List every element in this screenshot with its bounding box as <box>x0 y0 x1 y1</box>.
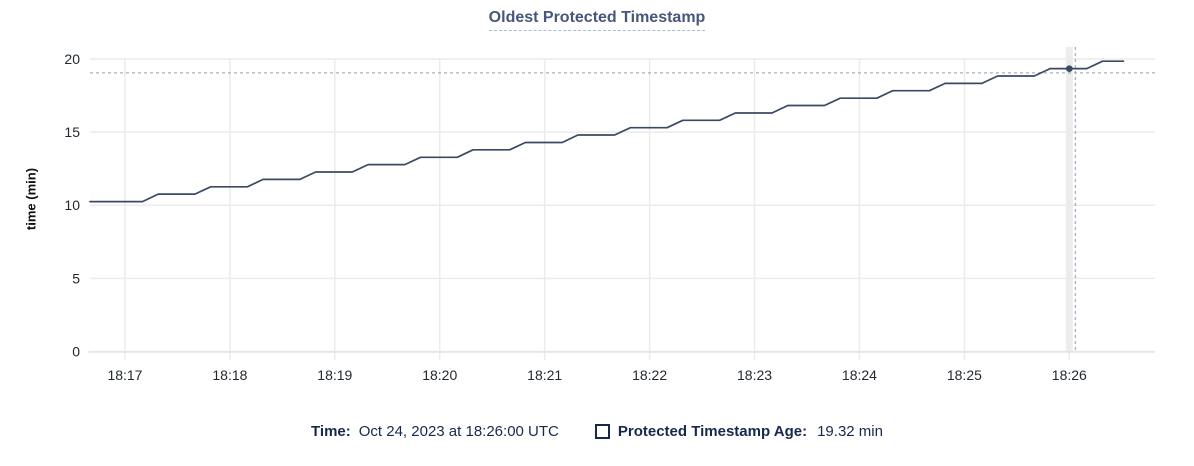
series-checkbox[interactable] <box>594 424 610 439</box>
hovered-data-point-marker <box>1066 65 1073 72</box>
x-tick-label: 18:26 <box>1052 367 1087 383</box>
hover-legend: Time: Oct 24, 2023 at 18:26:00 UTC Prote… <box>0 423 1194 440</box>
x-tick-label: 18:20 <box>422 367 457 383</box>
legend-time-label: Time: <box>311 423 351 440</box>
y-tick-label: 15 <box>64 124 80 140</box>
chart-title[interactable]: Oldest Protected Timestamp <box>488 9 706 31</box>
x-axis-tick-labels: 18:17 18:18 18:19 18:20 18:21 18:22 18:23 18:24… <box>107 367 1087 383</box>
x-tick-label: 18:22 <box>632 367 667 383</box>
legend-series-value: 19.32 min <box>817 423 883 440</box>
x-tick-label: 18:25 <box>947 367 982 383</box>
legend-series-label: Protected Timestamp Age: <box>617 423 808 440</box>
series-line-protected-timestamp-age <box>89 60 1125 203</box>
x-tick-label: 18:24 <box>842 367 877 383</box>
x-tick-label: 18:18 <box>212 367 247 383</box>
y-axis-tick-labels: 0 5 10 15 20 <box>64 51 80 360</box>
chart-canvas[interactable]: 18:17 18:18 18:19 18:20 18:21 18:22 18:23 18:24… <box>0 0 1194 400</box>
x-tick-label: 18:23 <box>737 367 772 383</box>
legend-time-value: Oct 24, 2023 at 18:26:00 UTC <box>358 423 559 440</box>
y-tick-label: 5 <box>72 270 80 286</box>
y-tick-label: 10 <box>64 197 80 213</box>
x-tick-label: 18:17 <box>107 367 142 383</box>
chart-header: Oldest Protected Timestamp <box>0 9 1194 31</box>
gridlines <box>90 58 1155 360</box>
y-tick-label: 20 <box>64 51 80 67</box>
y-tick-label: 0 <box>72 344 80 360</box>
x-tick-label: 18:21 <box>527 367 562 383</box>
legend-series-toggle[interactable]: Protected Timestamp Age: <box>594 423 817 440</box>
x-tick-label: 18:19 <box>317 367 352 383</box>
